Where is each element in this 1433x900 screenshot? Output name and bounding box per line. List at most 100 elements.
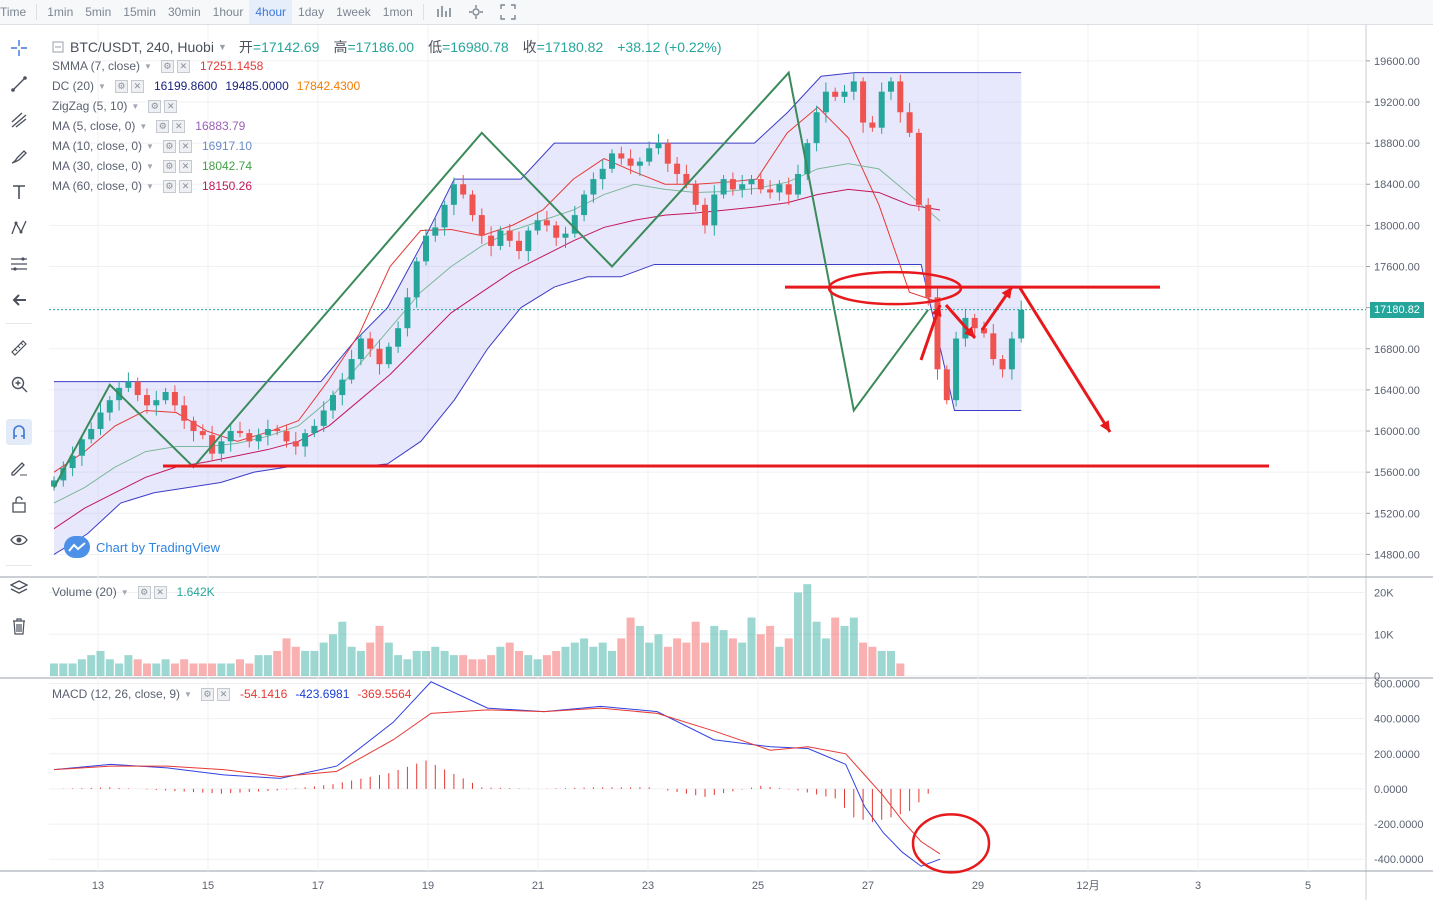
timeframe-30min[interactable]: 30min xyxy=(167,5,201,19)
volume-bar xyxy=(412,650,421,676)
volume-name[interactable]: Volume (20) xyxy=(52,585,117,599)
close-icon[interactable]: ✕ xyxy=(216,687,230,701)
timeframe-1min[interactable]: 1min xyxy=(47,5,74,19)
timeframe-time[interactable]: Time xyxy=(0,5,27,19)
indicator-0-value: 17251.1458 xyxy=(199,59,264,73)
indicator-2-name[interactable]: ZigZag (5, 10) xyxy=(52,99,128,113)
gear-icon[interactable]: ⚙ xyxy=(156,119,170,133)
collapse-icon[interactable] xyxy=(52,41,64,53)
gear-icon[interactable]: ⚙ xyxy=(162,159,176,173)
pencil-lock-icon[interactable] xyxy=(6,455,32,481)
volume-bar xyxy=(77,659,86,676)
donchian-lower-line xyxy=(53,263,1022,555)
chevron-down-icon[interactable]: ▼ xyxy=(98,81,106,91)
candle-body xyxy=(609,153,615,169)
brush-icon[interactable] xyxy=(6,143,32,169)
tradingview-watermark[interactable]: Chart by TradingView xyxy=(64,536,220,558)
chevron-down-icon[interactable]: ▼ xyxy=(139,121,148,131)
lock-icon[interactable] xyxy=(6,491,32,517)
indicator-6-name[interactable]: MA (60, close, 0) xyxy=(52,179,143,193)
price-tick-label: 15600.00 xyxy=(1374,467,1420,479)
gear-icon[interactable]: ⚙ xyxy=(162,179,176,193)
close-icon[interactable]: ✕ xyxy=(178,179,192,193)
crosshair-icon[interactable] xyxy=(6,35,32,61)
candle-body xyxy=(543,220,550,226)
indicator-3-name[interactable]: MA (5, close, 0) xyxy=(52,119,136,133)
chart-type-icon[interactable] xyxy=(433,2,455,22)
volume-bar xyxy=(524,655,533,676)
gear-icon[interactable]: ⚙ xyxy=(148,99,162,113)
back-arrow-icon[interactable] xyxy=(6,287,32,313)
trend-line-icon[interactable] xyxy=(6,71,32,97)
candle-body xyxy=(516,240,522,252)
chevron-down-icon[interactable]: ▼ xyxy=(217,42,227,52)
annotation-arrow-down-short-head xyxy=(963,326,975,338)
timeframe-1day[interactable]: 1day xyxy=(298,5,325,19)
fullscreen-icon[interactable] xyxy=(497,2,519,22)
ma-line-0 xyxy=(53,106,941,473)
indicator-0-name[interactable]: SMMA (7, close) xyxy=(52,59,141,73)
indicator-1-value: 19485.0000 xyxy=(225,79,289,93)
volume-bar xyxy=(849,617,858,676)
gear-icon[interactable]: ⚙ xyxy=(137,585,151,599)
indicator-5-name[interactable]: MA (30, close, 0) xyxy=(52,159,143,173)
chevron-down-icon[interactable]: ▼ xyxy=(131,101,140,111)
gear-icon[interactable]: ⚙ xyxy=(114,79,128,93)
trash-icon[interactable] xyxy=(6,613,32,639)
candle-body xyxy=(990,333,997,360)
settings-icon[interactable] xyxy=(465,2,487,22)
gear-icon[interactable]: ⚙ xyxy=(160,59,174,73)
pitchfork-icon[interactable] xyxy=(6,107,32,133)
price-tick-label: 16000.00 xyxy=(1374,426,1420,438)
timeframe-5min[interactable]: 5min xyxy=(85,5,112,19)
candle-body xyxy=(664,143,671,164)
gear-icon[interactable]: ⚙ xyxy=(162,139,176,153)
volume-bar xyxy=(254,655,263,676)
indicator-1-name[interactable]: DC (20) xyxy=(52,79,95,93)
volume-bar xyxy=(245,663,254,676)
volume-bar xyxy=(589,646,598,676)
close-icon[interactable]: ✕ xyxy=(178,139,192,153)
high-value: 17186.00 xyxy=(355,39,415,55)
macd-name[interactable]: MACD (12, 26, close, 9) xyxy=(52,687,181,701)
symbol-title[interactable]: BTC/USDT, 240, Huobi xyxy=(70,39,214,55)
volume-bar xyxy=(626,617,635,676)
close-icon[interactable]: ✕ xyxy=(153,585,167,599)
volume-bar xyxy=(487,655,496,676)
gear-icon[interactable]: ⚙ xyxy=(200,687,214,701)
timeframe-1week[interactable]: 1week xyxy=(336,5,371,19)
timeframe-1mon[interactable]: 1mon xyxy=(382,5,413,19)
magnet-icon[interactable] xyxy=(6,419,32,445)
candle-body xyxy=(804,143,811,174)
candle-body xyxy=(795,173,801,195)
close-icon[interactable]: ✕ xyxy=(178,159,192,173)
chevron-down-icon[interactable]: ▼ xyxy=(144,61,152,71)
macd-signal-line xyxy=(53,707,941,855)
ruler-icon[interactable] xyxy=(6,335,32,361)
chevron-down-icon[interactable]: ▼ xyxy=(146,141,154,151)
timeframe-15min[interactable]: 15min xyxy=(123,5,156,19)
close-icon[interactable]: ✕ xyxy=(176,59,190,73)
chevron-down-icon[interactable]: ▼ xyxy=(184,689,192,699)
indicator-4-name[interactable]: MA (10, close, 0) xyxy=(52,139,143,153)
timeframe-4hour[interactable]: 4hour xyxy=(249,0,293,24)
fib-icon[interactable] xyxy=(6,251,32,277)
layers-icon[interactable] xyxy=(6,575,32,601)
close-icon[interactable]: ✕ xyxy=(164,99,178,113)
close-icon[interactable]: ✕ xyxy=(130,79,144,93)
candle-body xyxy=(869,122,876,128)
chevron-down-icon[interactable]: ▼ xyxy=(120,587,129,597)
eye-icon[interactable] xyxy=(6,527,32,553)
timeframe-1hour[interactable]: 1hour xyxy=(212,5,244,19)
text-icon[interactable] xyxy=(6,179,32,205)
price-tick-label: 16800.00 xyxy=(1374,344,1420,356)
macd-line xyxy=(53,681,941,867)
chevron-down-icon[interactable]: ▼ xyxy=(146,161,154,171)
candle-body xyxy=(981,328,987,334)
macd-tick-label: -400.0000 xyxy=(1374,854,1424,866)
close-icon[interactable]: ✕ xyxy=(172,119,186,133)
pattern-icon[interactable] xyxy=(6,215,32,241)
chevron-down-icon[interactable]: ▼ xyxy=(146,181,154,191)
zoom-icon[interactable] xyxy=(6,371,32,397)
